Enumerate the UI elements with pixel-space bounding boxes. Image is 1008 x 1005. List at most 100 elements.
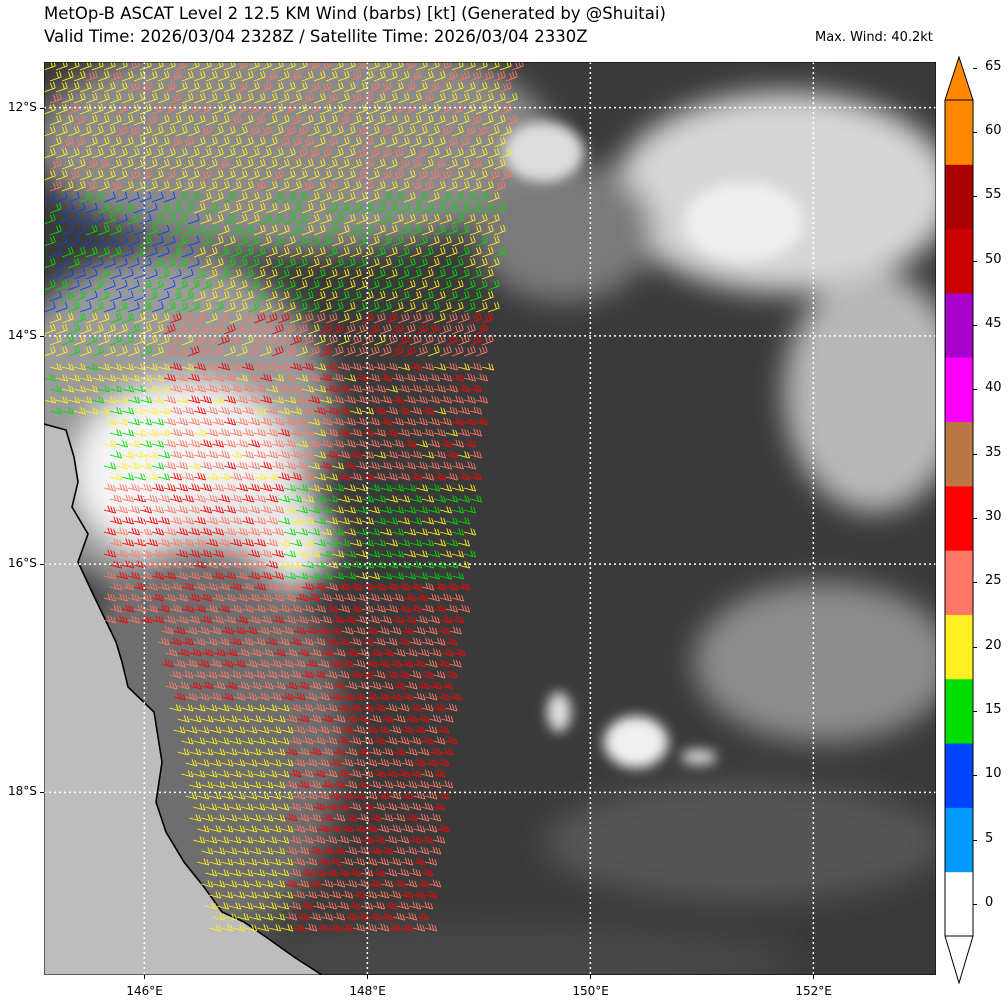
wind-barb — [229, 737, 242, 745]
wind-barb — [79, 235, 92, 247]
wind-barb — [493, 224, 506, 236]
wind-barb — [457, 246, 470, 258]
wind-barb — [433, 224, 446, 236]
wind-barb — [381, 846, 394, 855]
wind-barb — [445, 202, 458, 214]
wind-barb — [284, 912, 298, 921]
wind-barb — [313, 136, 326, 148]
wind-barb — [229, 560, 243, 569]
wind-barb — [61, 136, 74, 148]
wind-barb — [445, 158, 458, 170]
wind-barb — [376, 890, 390, 899]
wind-barb — [481, 180, 494, 192]
wind-barb — [121, 429, 135, 437]
wind-barb — [229, 494, 243, 503]
wind-barb — [145, 363, 159, 371]
wind-barb — [229, 451, 243, 459]
wind-barb — [193, 334, 206, 346]
wind-barb — [403, 191, 416, 203]
wind-barb — [115, 323, 128, 335]
wind-barb — [205, 604, 219, 613]
wind-barb — [187, 323, 200, 335]
wind-barb — [313, 582, 327, 591]
wind-barb — [169, 268, 182, 280]
wind-barb — [139, 213, 152, 225]
wind-barb — [237, 681, 250, 690]
wind-barb — [361, 670, 374, 679]
lat-tick — [40, 107, 44, 109]
wind-barb — [121, 494, 135, 503]
wind-barb — [365, 758, 378, 767]
wind-barb — [309, 681, 322, 690]
wind-barb — [385, 334, 398, 346]
wind-barb — [217, 180, 230, 192]
wind-barb — [409, 180, 422, 192]
wind-barb — [337, 290, 350, 302]
wind-barb — [463, 147, 476, 159]
wind-barb — [409, 868, 422, 877]
wind-barb — [233, 759, 246, 767]
wind-barb — [241, 312, 254, 324]
wind-barb — [417, 714, 430, 723]
wind-barb — [133, 516, 147, 525]
wind-barb — [369, 747, 382, 756]
wind-barb — [223, 301, 236, 313]
wind-barb — [321, 879, 334, 888]
wind-barb — [103, 440, 117, 448]
wind-barb — [211, 213, 224, 225]
wind-barb — [61, 312, 74, 324]
wind-barb — [349, 246, 362, 258]
wind-barb — [361, 450, 375, 459]
wind-barb — [393, 747, 406, 756]
wind-barb — [163, 483, 177, 492]
wind-barb — [241, 136, 254, 148]
colorbar-label: 10 — [985, 766, 1002, 782]
wind-barb — [397, 70, 410, 82]
wind-barb — [295, 593, 309, 602]
wind-barb — [157, 494, 171, 503]
wind-barb — [55, 345, 68, 357]
wind-barb — [181, 290, 194, 302]
wind-barb — [493, 202, 506, 214]
wind-barb — [277, 604, 291, 613]
wind-barb — [55, 147, 68, 159]
wind-barb — [445, 517, 459, 525]
wind-barb — [331, 62, 344, 71]
colorbar-tick — [973, 389, 977, 391]
wind-barb — [415, 593, 429, 602]
wind-barb — [205, 158, 218, 170]
wind-barb — [289, 472, 303, 481]
wind-barb — [433, 312, 446, 324]
wind-barb — [73, 180, 86, 192]
wind-barb — [295, 257, 308, 269]
wind-barb — [421, 246, 434, 258]
wind-barb — [241, 268, 254, 280]
wind-barb — [441, 648, 454, 657]
wind-barb — [253, 312, 266, 324]
wind-barb — [341, 791, 354, 800]
wind-barb — [301, 290, 314, 302]
wind-barb — [109, 582, 123, 591]
wind-barb — [165, 681, 178, 690]
wind-barb — [253, 473, 267, 481]
wind-barb — [151, 147, 164, 159]
wind-barb — [199, 169, 212, 181]
wind-barb — [379, 550, 393, 558]
wind-barb — [44, 147, 56, 159]
wind-barb — [343, 147, 356, 159]
wind-barb — [247, 483, 261, 492]
wind-barb — [385, 517, 399, 525]
wind-barb — [325, 868, 338, 877]
wind-barb — [331, 439, 345, 448]
wind-barb — [139, 169, 152, 181]
wind-barb — [205, 136, 218, 148]
wind-barb — [283, 615, 297, 624]
wind-barb — [187, 279, 200, 291]
wind-barb — [469, 114, 482, 126]
wind-barb — [325, 539, 339, 547]
wind-barb — [463, 213, 476, 225]
wind-barb — [127, 527, 141, 536]
wind-barb — [277, 407, 291, 415]
wind-barb — [73, 334, 86, 346]
wind-barb — [481, 363, 495, 371]
